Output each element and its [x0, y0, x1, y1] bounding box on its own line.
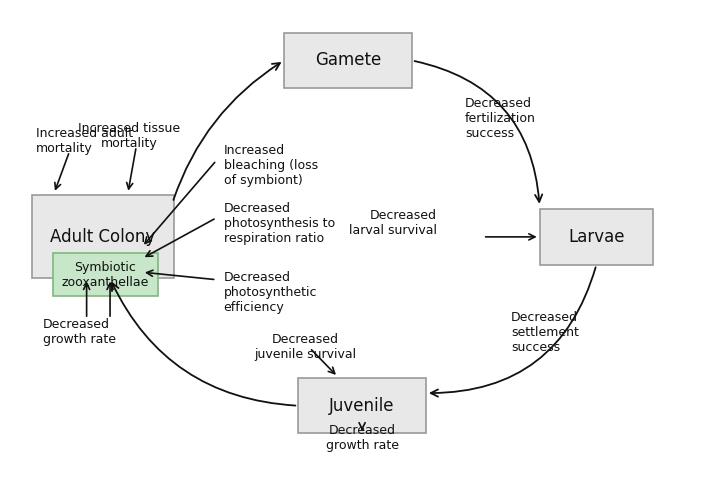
FancyBboxPatch shape [284, 33, 412, 88]
Text: Decreased
juvenile survival: Decreased juvenile survival [254, 333, 356, 361]
Text: Larvae: Larvae [568, 228, 625, 246]
Text: Decreased
growth rate: Decreased growth rate [326, 424, 398, 453]
Text: Juvenile: Juvenile [329, 397, 395, 415]
Text: Symbiotic
zooxanthellae: Symbiotic zooxanthellae [61, 261, 149, 289]
Text: Gamete: Gamete [315, 51, 381, 70]
FancyBboxPatch shape [540, 209, 653, 265]
Text: Increased tissue
mortality: Increased tissue mortality [78, 122, 180, 150]
Text: Decreased
photosynthetic
efficiency: Decreased photosynthetic efficiency [224, 271, 317, 313]
FancyBboxPatch shape [53, 253, 158, 296]
FancyBboxPatch shape [32, 195, 174, 278]
Text: Decreased
settlement
success: Decreased settlement success [511, 311, 579, 354]
Text: Increased adult
mortality: Increased adult mortality [36, 127, 133, 155]
Text: Decreased
photosynthesis to
respiration ratio: Decreased photosynthesis to respiration … [224, 202, 335, 244]
FancyBboxPatch shape [298, 378, 426, 433]
Text: Adult Colony: Adult Colony [50, 228, 155, 246]
Text: Increased
bleaching (loss
of symbiont): Increased bleaching (loss of symbiont) [224, 144, 318, 186]
Text: Decreased
fertilization
success: Decreased fertilization success [465, 97, 536, 140]
Text: Decreased
growth rate: Decreased growth rate [43, 318, 116, 346]
Text: Decreased
larval survival: Decreased larval survival [349, 209, 437, 237]
